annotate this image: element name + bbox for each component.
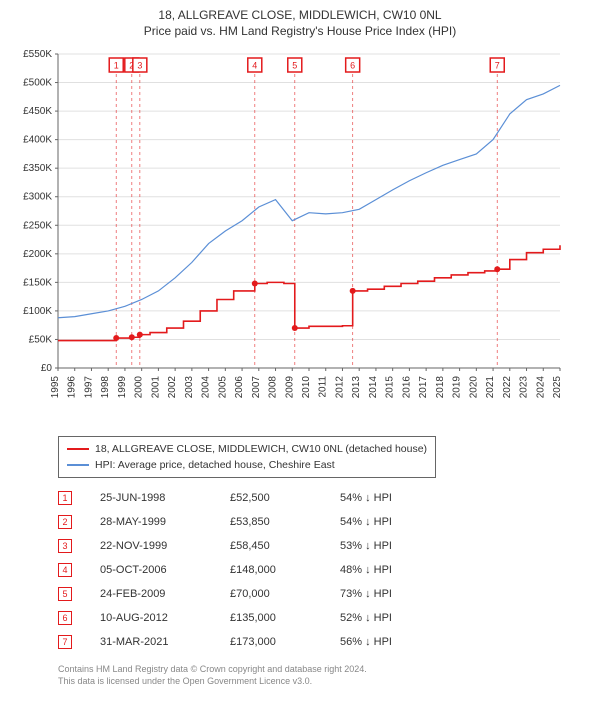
svg-text:2024: 2024 xyxy=(535,376,546,399)
svg-text:2019: 2019 xyxy=(452,376,463,399)
transaction-price: £135,000 xyxy=(230,612,340,624)
footnote: Contains HM Land Registry data © Crown c… xyxy=(58,664,570,687)
transaction-pct: 53% ↓ HPI xyxy=(340,540,470,552)
footnote-line: This data is licensed under the Open Gov… xyxy=(58,676,570,688)
transaction-date: 05-OCT-2006 xyxy=(100,564,230,576)
legend-swatch xyxy=(67,464,89,466)
table-row: 4 05-OCT-2006£148,00048% ↓ HPI xyxy=(58,558,570,582)
svg-text:2013: 2013 xyxy=(351,376,362,399)
svg-text:2018: 2018 xyxy=(435,376,446,399)
svg-text:3: 3 xyxy=(137,61,142,71)
svg-text:£200K: £200K xyxy=(23,249,52,260)
transaction-marker: 4 xyxy=(58,563,72,577)
svg-text:2003: 2003 xyxy=(184,376,195,399)
transaction-marker: 2 xyxy=(58,515,72,529)
svg-text:£100K: £100K xyxy=(23,306,52,317)
transaction-price: £53,850 xyxy=(230,516,340,528)
table-row: 5 24-FEB-2009£70,00073% ↓ HPI xyxy=(58,582,570,606)
svg-text:£50K: £50K xyxy=(29,334,53,345)
transaction-marker: 6 xyxy=(58,611,72,625)
svg-text:£400K: £400K xyxy=(23,135,52,146)
transaction-date: 10-AUG-2012 xyxy=(100,612,230,624)
svg-text:£300K: £300K xyxy=(23,192,52,203)
transaction-pct: 54% ↓ HPI xyxy=(340,516,470,528)
svg-text:£250K: £250K xyxy=(23,220,52,231)
svg-text:5: 5 xyxy=(292,61,297,71)
legend-swatch xyxy=(67,448,89,450)
svg-text:2008: 2008 xyxy=(268,376,279,399)
svg-text:2022: 2022 xyxy=(502,376,513,399)
legend: 18, ALLGREAVE CLOSE, MIDDLEWICH, CW10 0N… xyxy=(58,436,436,478)
svg-text:1998: 1998 xyxy=(100,376,111,399)
svg-text:£350K: £350K xyxy=(23,163,52,174)
svg-text:2006: 2006 xyxy=(234,376,245,399)
svg-text:1: 1 xyxy=(114,61,119,71)
transaction-price: £70,000 xyxy=(230,588,340,600)
table-row: 2 28-MAY-1999£53,85054% ↓ HPI xyxy=(58,510,570,534)
svg-text:2017: 2017 xyxy=(418,376,429,399)
transaction-price: £58,450 xyxy=(230,540,340,552)
table-row: 7 31-MAR-2021£173,00056% ↓ HPI xyxy=(58,630,570,654)
price-chart: £0 £50K £100K £150K £200K £250K £300K £350K £400… xyxy=(10,44,590,424)
transaction-marker: 7 xyxy=(58,635,72,649)
svg-text:1997: 1997 xyxy=(83,376,94,399)
svg-text:2000: 2000 xyxy=(134,376,145,399)
transaction-price: £173,000 xyxy=(230,636,340,648)
svg-text:4: 4 xyxy=(252,61,257,71)
svg-text:2002: 2002 xyxy=(167,376,178,399)
svg-text:2009: 2009 xyxy=(284,376,295,399)
transaction-pct: 52% ↓ HPI xyxy=(340,612,470,624)
svg-text:£0: £0 xyxy=(41,363,53,374)
svg-text:2010: 2010 xyxy=(301,376,312,399)
svg-text:2014: 2014 xyxy=(368,376,379,399)
transactions-table: 1 25-JUN-1998£52,50054% ↓ HPI 2 28-MAY-1999… xyxy=(58,486,570,654)
svg-text:2021: 2021 xyxy=(485,376,496,399)
footnote-line: Contains HM Land Registry data © Crown c… xyxy=(58,664,570,676)
svg-text:1996: 1996 xyxy=(67,376,78,399)
svg-text:2020: 2020 xyxy=(468,376,479,399)
transaction-pct: 73% ↓ HPI xyxy=(340,588,470,600)
transaction-price: £148,000 xyxy=(230,564,340,576)
transaction-date: 24-FEB-2009 xyxy=(100,588,230,600)
transaction-price: £52,500 xyxy=(230,492,340,504)
svg-text:2012: 2012 xyxy=(334,376,345,399)
transaction-marker: 5 xyxy=(58,587,72,601)
legend-label: HPI: Average price, detached house, Ches… xyxy=(95,459,335,471)
svg-text:2007: 2007 xyxy=(251,376,262,399)
svg-text:£500K: £500K xyxy=(23,78,52,89)
table-row: 6 10-AUG-2012£135,00052% ↓ HPI xyxy=(58,606,570,630)
table-row: 3 22-NOV-1999£58,45053% ↓ HPI xyxy=(58,534,570,558)
legend-item: 18, ALLGREAVE CLOSE, MIDDLEWICH, CW10 0N… xyxy=(67,441,427,457)
transaction-date: 25-JUN-1998 xyxy=(100,492,230,504)
svg-text:2025: 2025 xyxy=(552,376,563,399)
svg-text:2016: 2016 xyxy=(401,376,412,399)
svg-text:£550K: £550K xyxy=(23,49,52,60)
transaction-pct: 56% ↓ HPI xyxy=(340,636,470,648)
transaction-marker: 3 xyxy=(58,539,72,553)
chart-title: 18, ALLGREAVE CLOSE, MIDDLEWICH, CW10 0N… xyxy=(10,8,590,22)
transaction-pct: 54% ↓ HPI xyxy=(340,492,470,504)
svg-text:2023: 2023 xyxy=(519,376,530,399)
svg-text:1995: 1995 xyxy=(50,376,61,399)
svg-text:2011: 2011 xyxy=(318,376,329,398)
svg-text:2005: 2005 xyxy=(217,376,228,399)
chart-subtitle: Price paid vs. HM Land Registry's House … xyxy=(10,24,590,38)
transaction-date: 31-MAR-2021 xyxy=(100,636,230,648)
svg-text:6: 6 xyxy=(350,61,355,71)
transaction-marker: 1 xyxy=(58,491,72,505)
svg-text:1999: 1999 xyxy=(117,376,128,399)
transaction-date: 28-MAY-1999 xyxy=(100,516,230,528)
legend-item: HPI: Average price, detached house, Ches… xyxy=(67,457,427,473)
svg-text:7: 7 xyxy=(495,61,500,71)
svg-text:2015: 2015 xyxy=(385,376,396,399)
svg-text:2004: 2004 xyxy=(201,376,212,399)
svg-text:2001: 2001 xyxy=(150,376,161,399)
svg-text:£450K: £450K xyxy=(23,106,52,117)
transaction-date: 22-NOV-1999 xyxy=(100,540,230,552)
table-row: 1 25-JUN-1998£52,50054% ↓ HPI xyxy=(58,486,570,510)
legend-label: 18, ALLGREAVE CLOSE, MIDDLEWICH, CW10 0N… xyxy=(95,443,427,455)
transaction-pct: 48% ↓ HPI xyxy=(340,564,470,576)
svg-text:£150K: £150K xyxy=(23,277,52,288)
